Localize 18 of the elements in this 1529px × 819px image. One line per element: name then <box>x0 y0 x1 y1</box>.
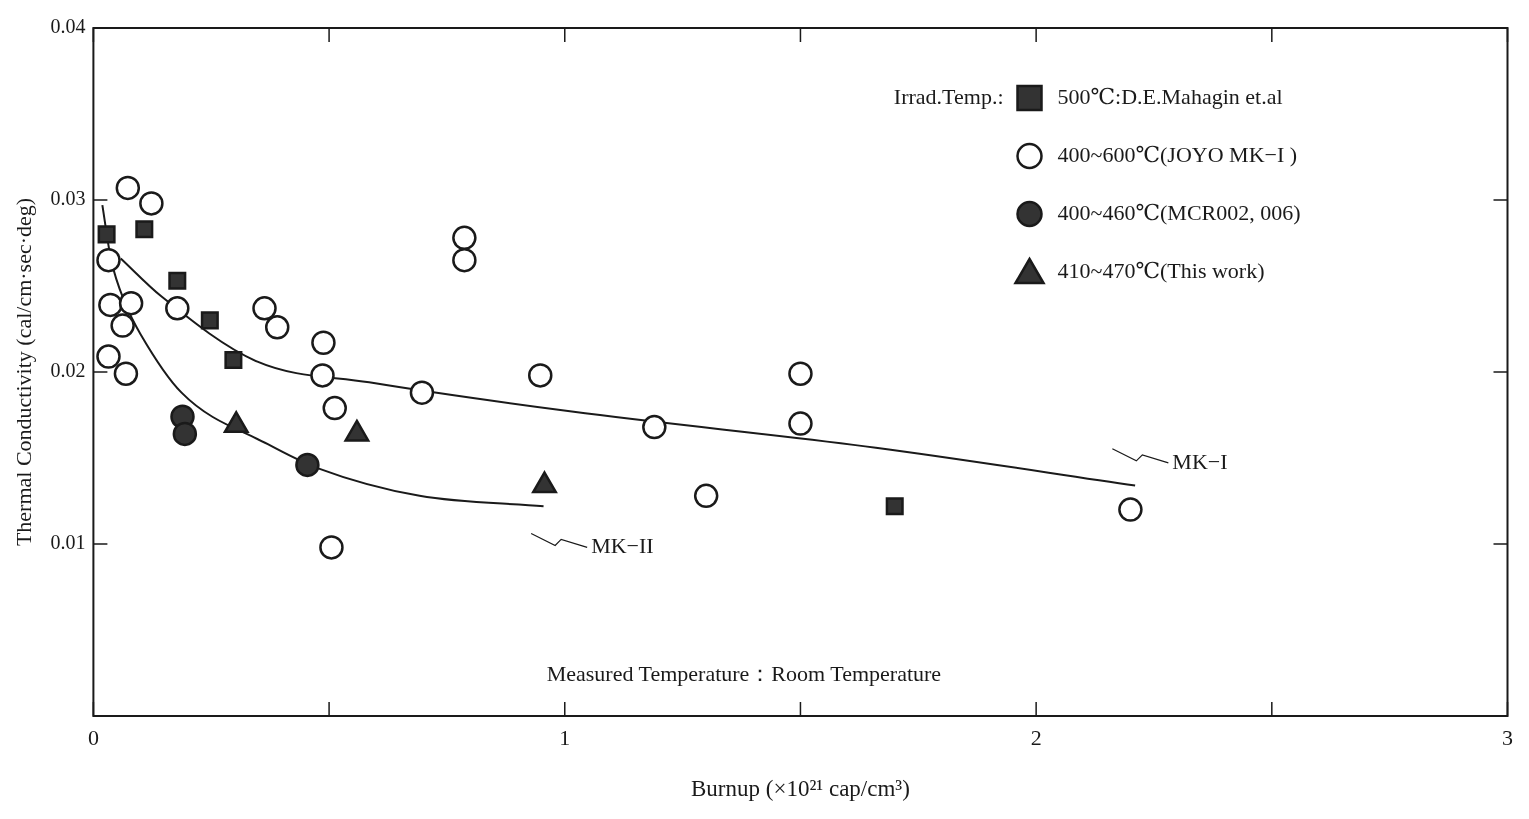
legend-title: Irrad.Temp.: <box>893 83 1004 109</box>
y-tick-label: 0.04 <box>50 15 86 38</box>
legend-label: 410~470℃(This work) <box>1057 257 1265 283</box>
legend-label: 400~460℃(MCR002, 006) <box>1057 199 1301 225</box>
legend-label: 400~600℃(JOYO MK−I ) <box>1057 141 1298 167</box>
legend-label: 500℃:D.E.Mahagin et.al <box>1057 83 1283 109</box>
annotation: MK−I <box>1172 448 1228 474</box>
x-tick-label: 0 <box>87 724 99 750</box>
y-axis-title: Thermal Conductivity (cal/cm·sec·deg) <box>10 197 36 547</box>
x-tick-label: 1 <box>559 724 571 750</box>
y-tick-label: 0.01 <box>50 531 86 554</box>
y-tick-label: 0.03 <box>50 187 86 210</box>
annotation: MK−II <box>591 533 654 559</box>
annotation: Measured Temperature：Room Temperature <box>546 660 942 686</box>
x-tick-label: 3 <box>1502 724 1513 750</box>
x-axis-title: Burnup (×10²¹ cap/cm³) <box>691 776 910 802</box>
y-tick-label: 0.02 <box>50 359 86 382</box>
x-tick-label: 2 <box>1030 724 1042 750</box>
